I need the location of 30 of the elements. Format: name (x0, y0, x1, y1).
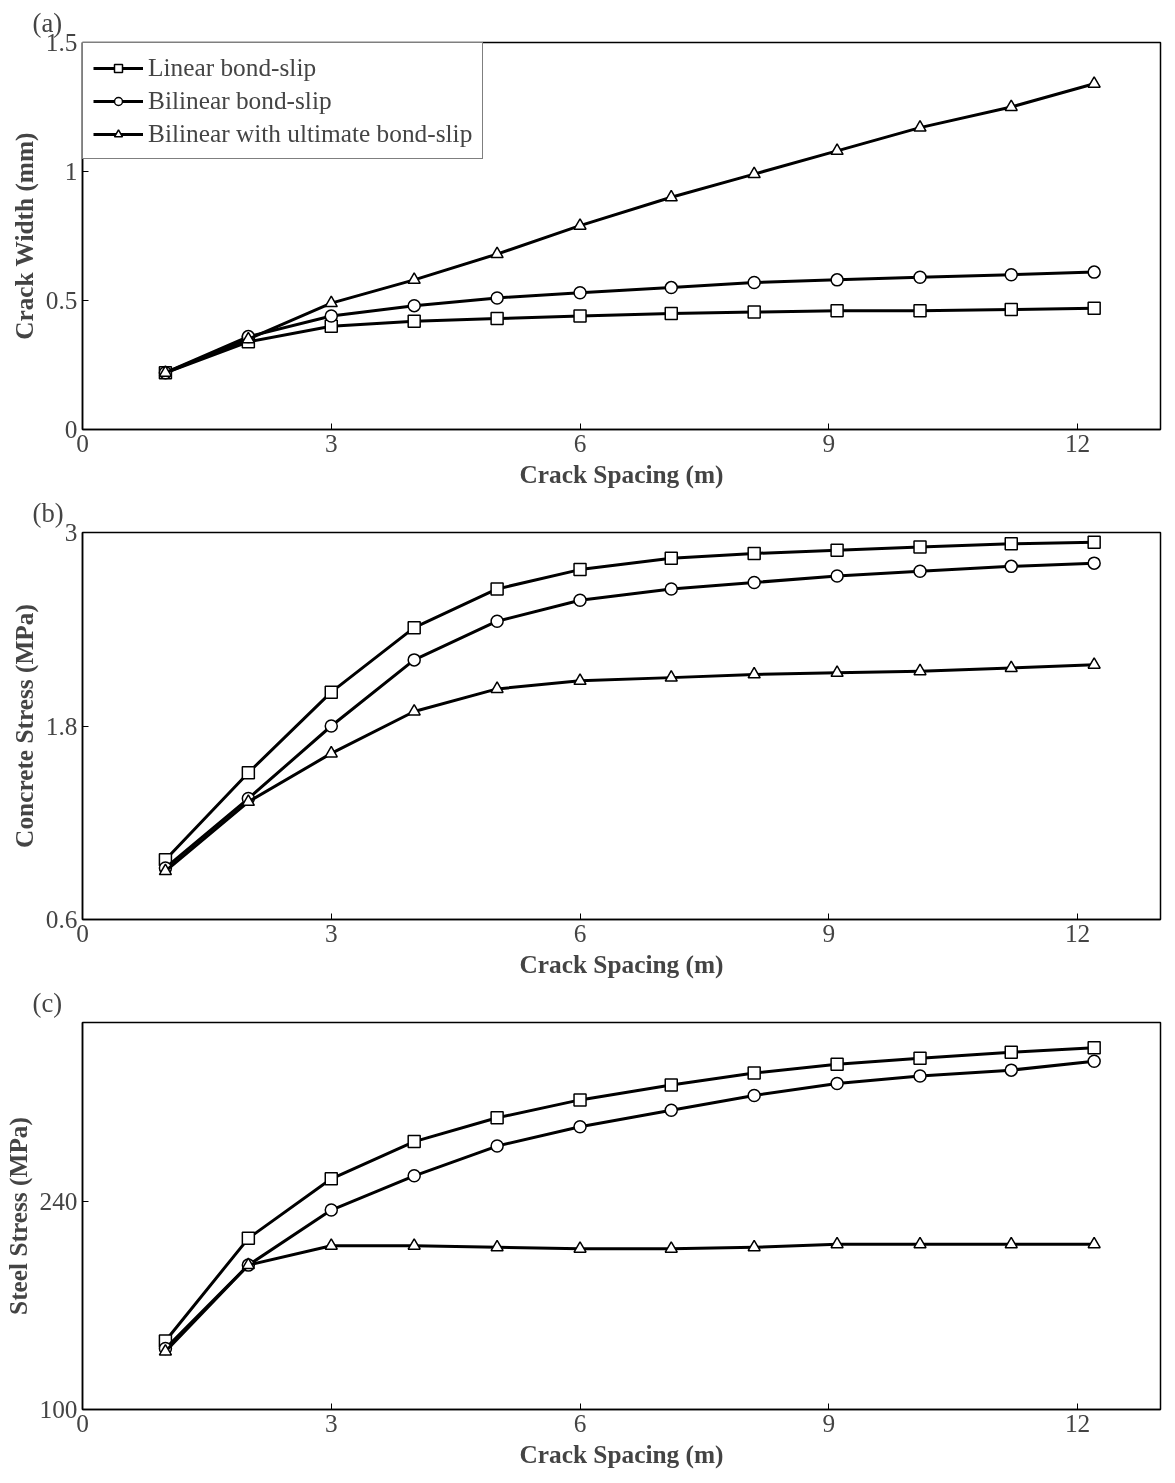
x-tick-label: 6 (573, 428, 587, 457)
x-tick-label: 12 (1064, 1408, 1091, 1437)
x-tick-label: 9 (822, 1408, 836, 1437)
x-tick-label: 9 (822, 918, 836, 947)
x-tick-label: 9 (822, 428, 836, 457)
y-tick-label: 1.8 (45, 711, 78, 740)
x-tick-label: 12 (1064, 918, 1091, 947)
x-axis-title: Crack Spacing (m) (519, 1439, 724, 1469)
legend-label: Linear bond-slip (148, 53, 317, 82)
x-tick-label: 12 (1064, 428, 1091, 457)
y-tick-label: 3 (64, 518, 78, 546)
y-axis-title: Crack Width (mm) (9, 132, 39, 340)
x-tick-label: 3 (324, 428, 338, 457)
y-axis-title: Steel Stress (MPa) (3, 1117, 33, 1315)
legend-label: Bilinear with ultimate bond-slip (148, 119, 473, 148)
y-tick-label: 0.6 (45, 905, 78, 933)
x-tick-label: 6 (573, 1408, 587, 1437)
y-tick-label: 1 (64, 157, 78, 185)
x-axis-title: Crack Spacing (m) (519, 949, 724, 979)
x-axis-title: Crack Spacing (m) (519, 459, 724, 489)
chart-title: (b) (32, 497, 64, 528)
chart-title: (c) (32, 987, 63, 1018)
y-tick-label: 100 (39, 1395, 78, 1423)
legend-label: Bilinear bond-slip (148, 86, 332, 115)
x-tick-label: 3 (324, 1408, 338, 1437)
x-tick-label: 3 (324, 918, 338, 947)
x-tick-label: 6 (573, 918, 587, 947)
y-axis-title: Concrete Stress (MPa) (9, 604, 39, 848)
y-tick-label: 0.5 (45, 286, 78, 314)
y-tick-label: 240 (39, 1186, 78, 1215)
